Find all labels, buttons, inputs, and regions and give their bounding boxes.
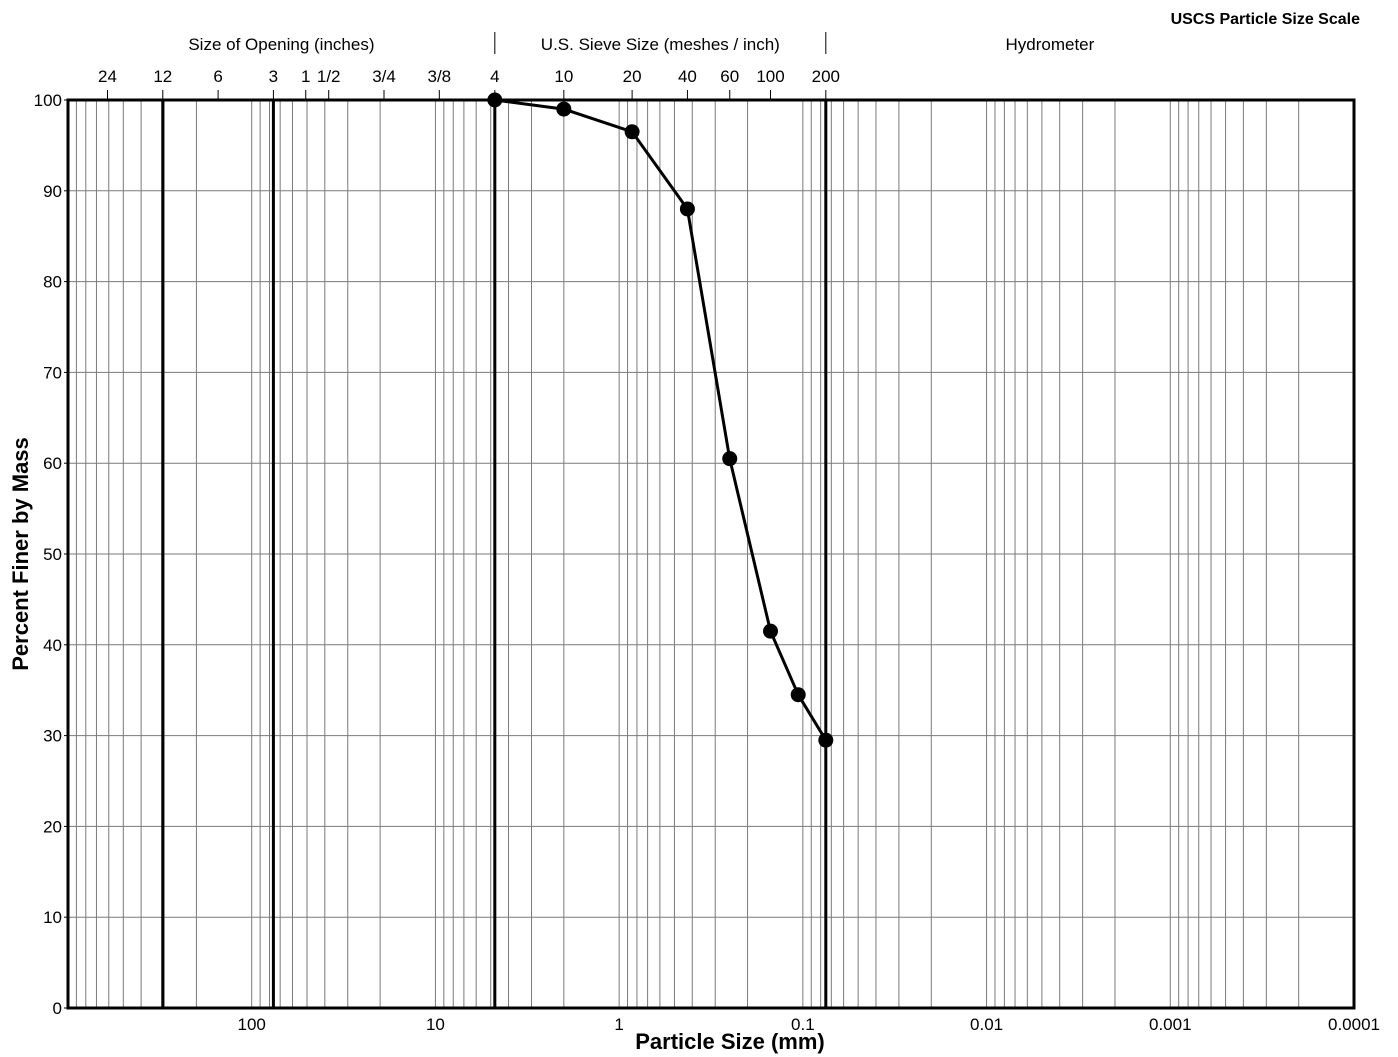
- x-tick-label: 0.1: [791, 1015, 815, 1034]
- y-tick-label: 90: [43, 182, 62, 201]
- series-layer: [487, 92, 834, 748]
- top-tick-label: 6: [213, 67, 222, 86]
- top-header-labels: Size of Opening (inches) U.S. Sieve Size …: [188, 32, 1095, 54]
- y-tick-label: 100: [34, 91, 62, 110]
- top-tick-label: 20: [623, 67, 642, 86]
- top-tick-label: 12: [153, 67, 172, 86]
- x-tick-label: 0.01: [970, 1015, 1003, 1034]
- top-tick-label: 3/8: [427, 67, 451, 86]
- x-tick-label: 100: [238, 1015, 266, 1034]
- x-tick-label: 10: [426, 1015, 445, 1034]
- top-tick-label: 200: [812, 67, 840, 86]
- y-tick-labels: 0 10 20 30 40 50 60 70 80 90 100: [34, 91, 68, 1018]
- top-tick-label: 60: [720, 67, 739, 86]
- x-tick-labels: 100 10 1 0.1 0.01 0.001 0.0001: [238, 1015, 1380, 1034]
- top-tick-label: 24: [98, 67, 117, 86]
- boundary-lines: [161, 100, 828, 1008]
- top-tick-label: 100: [756, 67, 784, 86]
- data-point: [790, 687, 806, 703]
- top-tick-label: 3: [269, 67, 278, 86]
- y-tick-label: 80: [43, 273, 62, 292]
- top-header-label: U.S. Sieve Size (meshes / inch): [541, 35, 780, 54]
- x-axis-label: Particle Size (mm): [635, 1029, 825, 1054]
- top-tick-label: 1/2: [317, 67, 341, 86]
- x-tick-label: 1: [614, 1015, 623, 1034]
- top-tick-label: 10: [554, 67, 573, 86]
- y-tick-label: 0: [53, 999, 62, 1018]
- y-tick-label: 10: [43, 908, 62, 927]
- top-tick-label: 4: [490, 67, 499, 86]
- y-tick-label: 20: [43, 817, 62, 836]
- grid-lines: [68, 99, 1355, 1009]
- data-point: [679, 201, 695, 217]
- top-tick-label: 3/4: [372, 67, 396, 86]
- y-tick-label: 40: [43, 636, 62, 655]
- chart-title: USCS Particle Size Scale: [1171, 11, 1361, 28]
- top-tick-label: 1: [301, 67, 310, 86]
- top-header-label: Size of Opening (inches): [188, 35, 374, 54]
- y-tick-label: 60: [43, 454, 62, 473]
- data-point: [722, 451, 738, 467]
- y-axis-label: Percent Finer by Mass: [8, 437, 33, 671]
- y-tick-label: 30: [43, 727, 62, 746]
- data-point: [556, 101, 572, 117]
- x-tick-label: 0.001: [1149, 1015, 1192, 1034]
- data-point: [763, 623, 779, 639]
- top-tick-label: 40: [678, 67, 697, 86]
- data-point: [818, 732, 834, 748]
- top-header-label: Hydrometer: [1005, 35, 1094, 54]
- data-point: [624, 124, 640, 140]
- y-tick-label: 50: [43, 545, 62, 564]
- top-tick-labels: 24 12 6 3 1 1/2 3/4 3/8 4 10 20 40 60 100 200: [98, 67, 840, 100]
- y-tick-label: 70: [43, 363, 62, 382]
- x-tick-label: 0.0001: [1328, 1015, 1380, 1034]
- series-line: [494, 98, 828, 741]
